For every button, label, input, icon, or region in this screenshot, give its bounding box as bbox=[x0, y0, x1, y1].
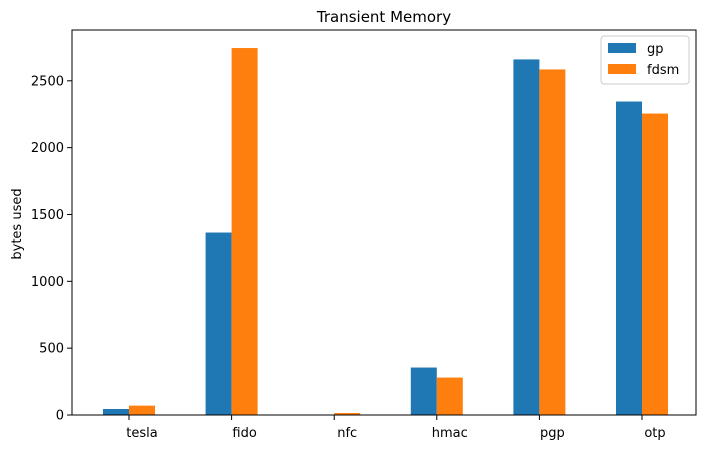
bar-gp-otp bbox=[616, 101, 642, 415]
x-ticks-group: tesla fido nfc hmac pgp otp bbox=[126, 415, 666, 441]
legend-label-gp: gp bbox=[647, 42, 664, 57]
bar-gp-pgp bbox=[513, 59, 540, 415]
bar-gp-hmac bbox=[410, 367, 437, 415]
chart-title: Transient Memory bbox=[316, 8, 451, 26]
legend-label-fdsm: fdsm bbox=[647, 63, 679, 78]
y-tick-label: 2000 bbox=[31, 141, 64, 156]
x-tick-label-nfc: nfc bbox=[337, 426, 357, 441]
y-tick-label: 2500 bbox=[31, 74, 64, 89]
bar-fdsm-hmac bbox=[436, 377, 463, 415]
y-ticks-group: 0 500 1000 1500 2000 2500 bbox=[31, 74, 72, 424]
bar-gp-tesla bbox=[103, 408, 129, 415]
legend: gp fdsm bbox=[600, 35, 690, 85]
bar-gp-fido bbox=[205, 232, 232, 415]
bar-fdsm-otp bbox=[642, 113, 668, 415]
y-tick-label: 1000 bbox=[31, 275, 64, 290]
x-tick-label-pgp: pgp bbox=[540, 426, 565, 441]
legend-swatch-fdsm bbox=[608, 64, 636, 74]
y-tick-label: 500 bbox=[39, 342, 64, 357]
plot-frame bbox=[71, 29, 697, 416]
legend-swatch-gp bbox=[608, 43, 636, 53]
y-axis-label: bytes used bbox=[10, 188, 25, 259]
x-tick-label-hmac: hmac bbox=[432, 426, 468, 441]
bar-fdsm-nfc bbox=[334, 412, 361, 415]
y-tick-label: 0 bbox=[56, 409, 64, 424]
bars-group bbox=[103, 48, 668, 415]
bar-fdsm-tesla bbox=[129, 405, 155, 415]
bar-fdsm-fido bbox=[231, 48, 258, 415]
bar-fdsm-pgp bbox=[539, 69, 566, 415]
x-tick-label-fido: fido bbox=[232, 426, 256, 441]
x-tick-label-otp: otp bbox=[644, 426, 665, 441]
x-tick-label-tesla: tesla bbox=[126, 426, 157, 441]
y-tick-label: 1500 bbox=[31, 208, 64, 223]
